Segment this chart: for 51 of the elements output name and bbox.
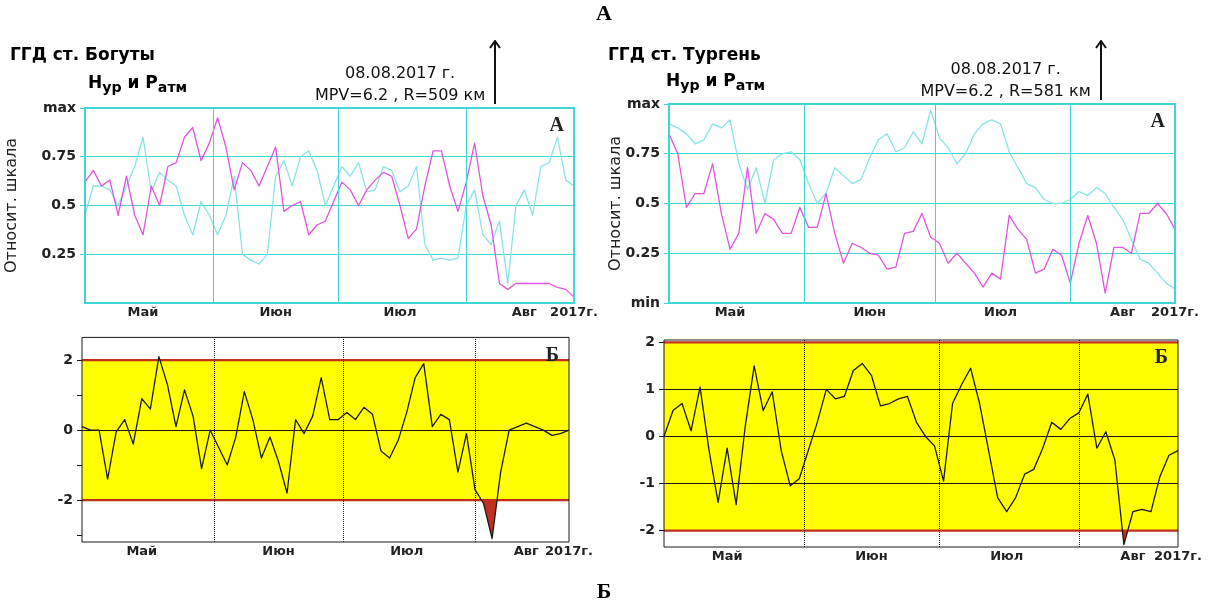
y-tick-label: 0.25 <box>625 243 660 260</box>
x-tick-label: Июл <box>390 543 424 559</box>
x-tick-label: 2017г. <box>545 543 593 559</box>
chart-subtitle: H$_{ур}$ и P$_{атм}$ <box>666 70 766 94</box>
y-tick-label: 0.5 <box>635 194 660 211</box>
annotation: А <box>549 113 565 136</box>
y-tick-label: max <box>626 94 660 111</box>
y-tick-label: 2 <box>63 350 73 367</box>
chart-title: ГГД ст. Тургень <box>608 44 761 64</box>
annotation: Б <box>1154 345 1168 368</box>
x-tick-label: Май <box>711 548 743 564</box>
y-tick-label: 0 <box>645 427 656 444</box>
text: Б <box>596 578 612 604</box>
x-tick-label: 2017г. <box>1151 304 1199 320</box>
y-axis-title: Относит. шкала <box>604 136 624 271</box>
x-tick-label: Июл <box>990 548 1024 564</box>
y-tick-label: 0.75 <box>41 147 76 164</box>
x-tick-label: Май <box>714 304 746 320</box>
chart-title: ГГД ст. Богуты <box>10 44 155 64</box>
y-tick-label: 2 <box>645 332 655 349</box>
x-tick-label: Июн <box>259 304 292 320</box>
y-tick-label: 0.25 <box>41 244 76 261</box>
x-tick-label: Июл <box>383 304 417 320</box>
y-tick-label: -2 <box>639 521 655 538</box>
y-tick-label: -1 <box>639 474 655 491</box>
y-tick-label: -2 <box>57 490 73 507</box>
x-tick-label: Июл <box>983 304 1018 320</box>
annotation: А <box>1150 109 1166 132</box>
text: 08.08.2017 г. MPV=6.2 , R=581 км <box>920 59 1091 100</box>
x-tick-label: Май <box>127 304 159 320</box>
x-tick-label: Авг <box>1110 304 1136 320</box>
x-tick-label: Май <box>126 543 158 559</box>
x-tick-label: 2017г. <box>1154 548 1202 564</box>
text: 08.08.2017 г. MPV=6.2 , R=509 км <box>314 63 486 104</box>
x-tick-label: Авг <box>511 304 538 320</box>
annotation: Б <box>545 342 559 365</box>
y-tick-label: min <box>630 293 660 310</box>
x-tick-label: Июн <box>853 304 886 320</box>
x-tick-label: Авг <box>1120 548 1146 564</box>
y-tick-label: max <box>42 98 76 115</box>
y-tick-label: 1 <box>645 380 655 397</box>
text: А <box>596 0 612 26</box>
y-axis-title: Относит. шкала <box>0 138 20 273</box>
x-tick-label: Июн <box>262 543 295 559</box>
chart-subtitle: H$_{ур}$ и P$_{атм}$ <box>88 72 188 96</box>
y-tick-label: 0.75 <box>625 144 660 161</box>
x-tick-label: 2017г. <box>550 304 598 320</box>
x-tick-label: Июн <box>855 548 888 564</box>
y-tick-label: 0.5 <box>51 196 76 213</box>
y-tick-label: 0 <box>63 420 74 437</box>
x-tick-label: Авг <box>513 543 540 559</box>
